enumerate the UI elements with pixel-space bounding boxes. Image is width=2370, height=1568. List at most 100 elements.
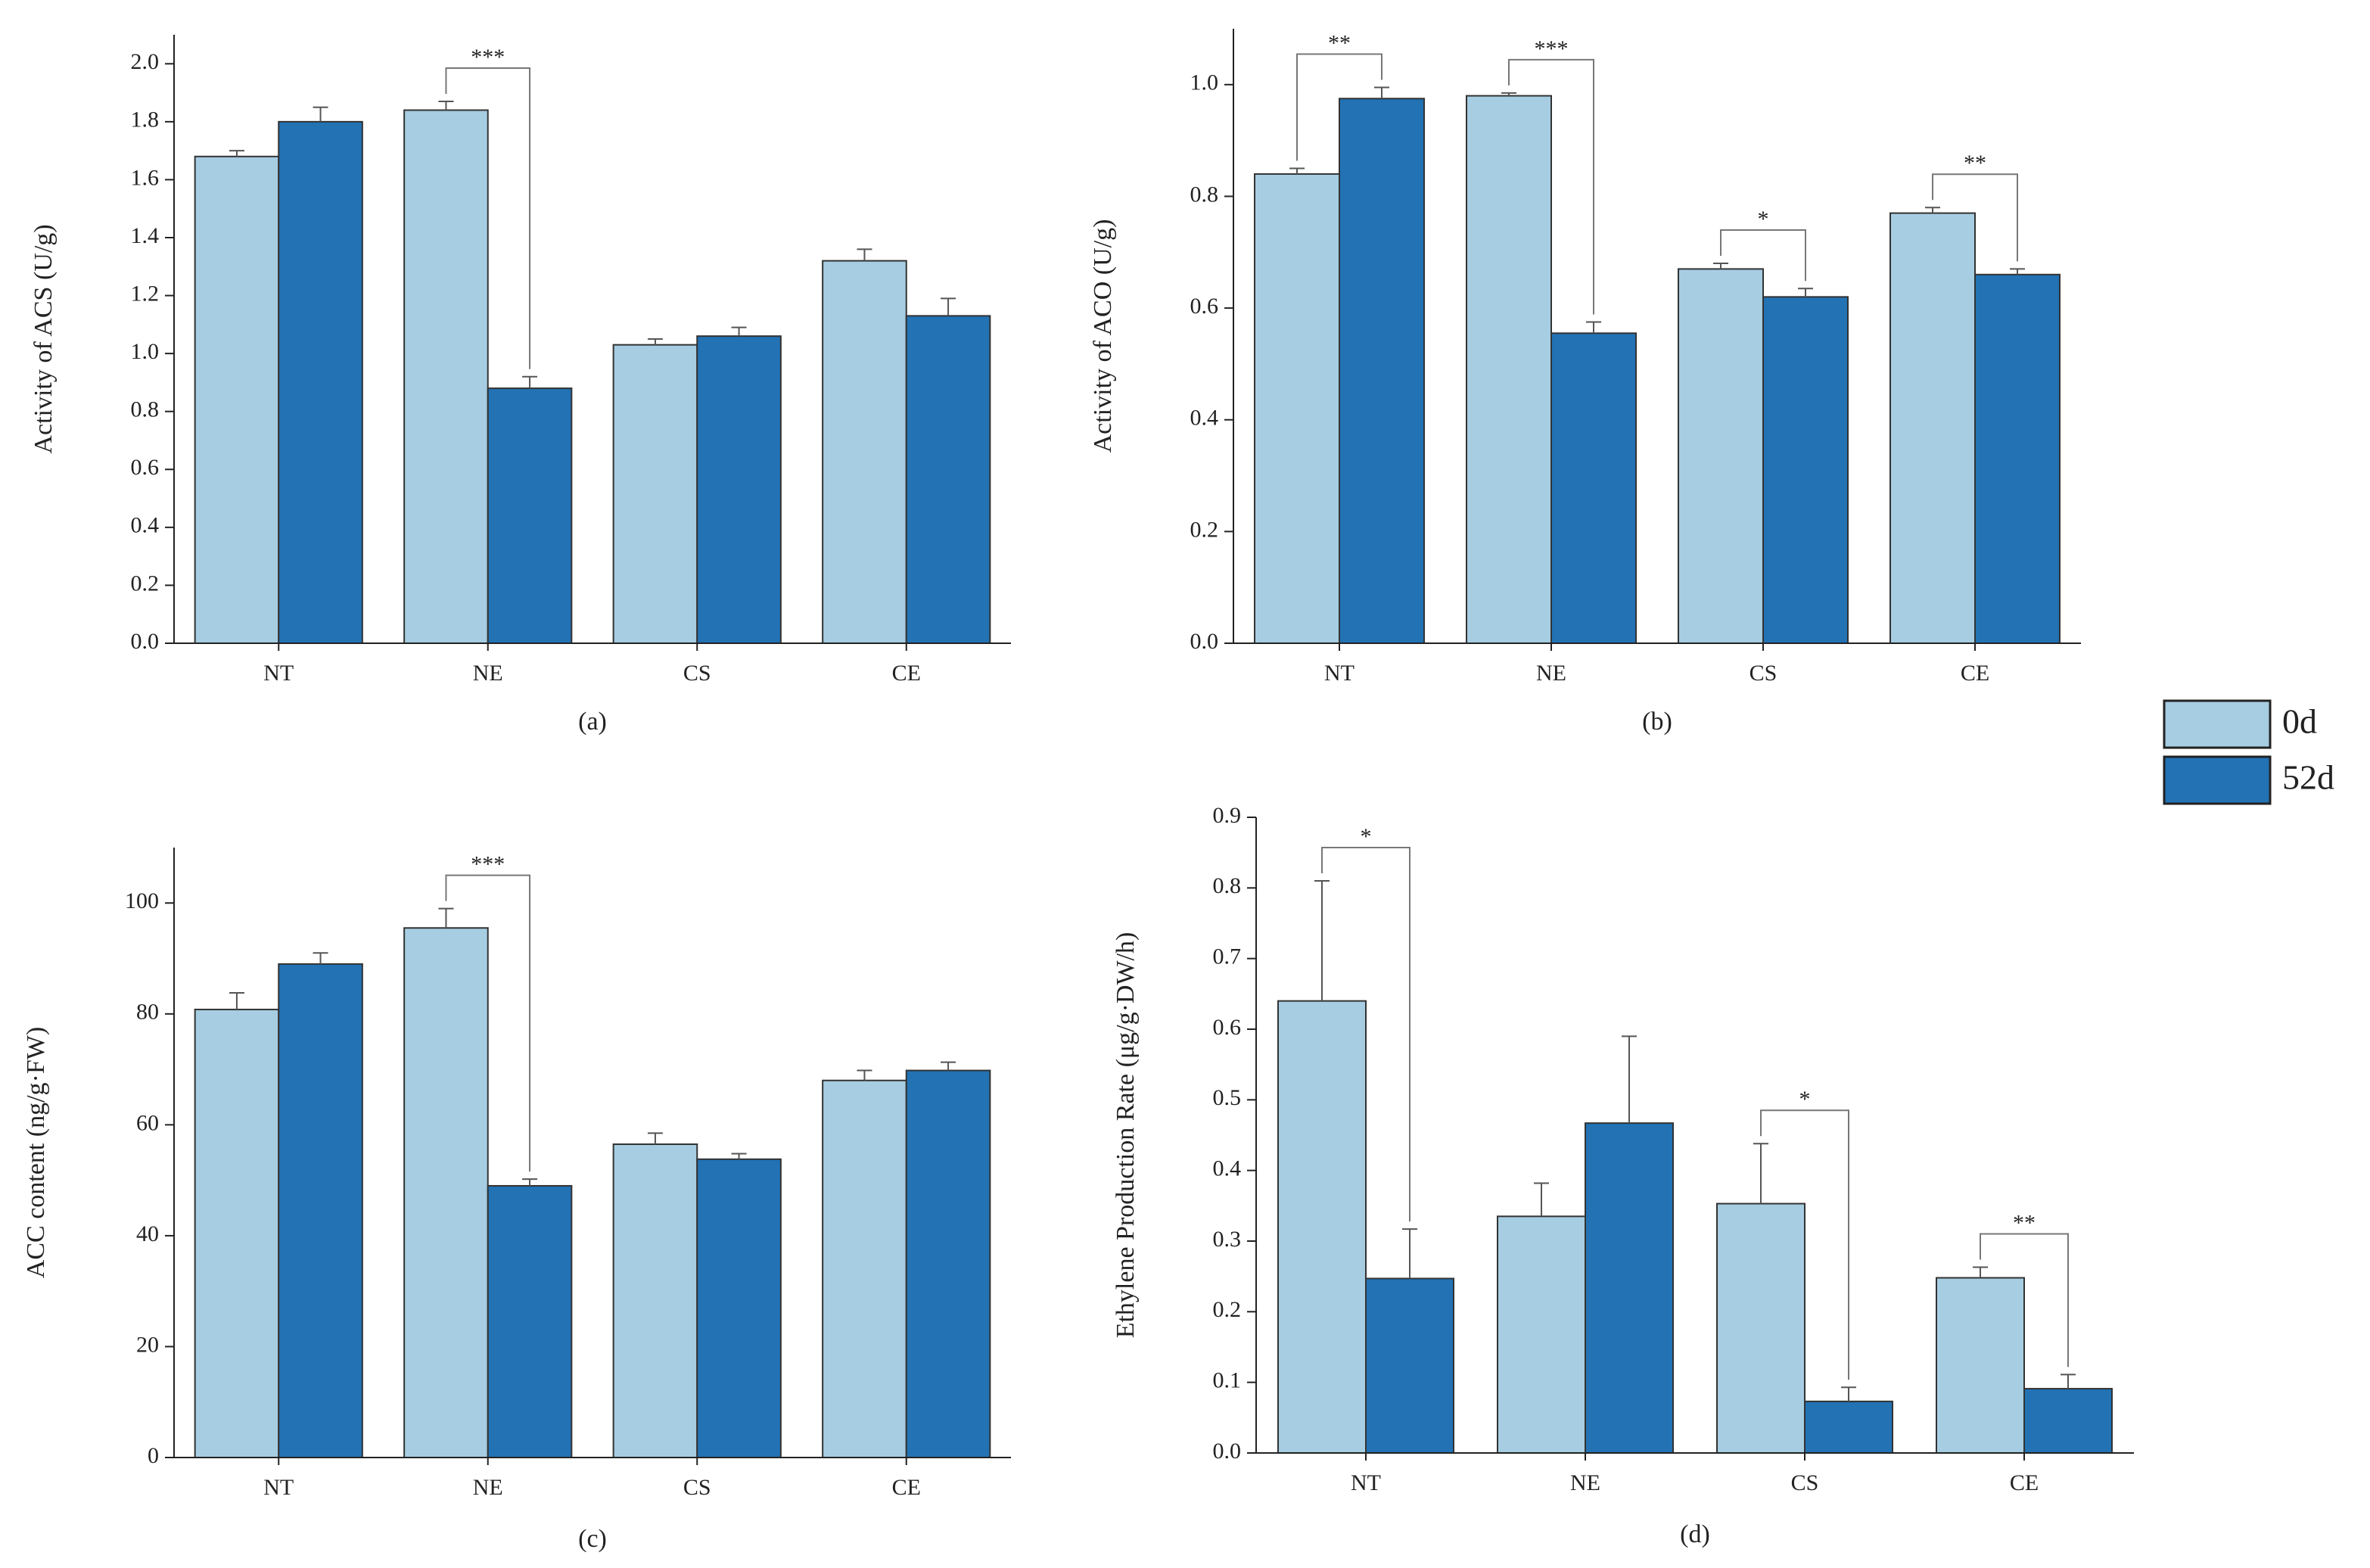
panel-caption: (c) (578, 1525, 607, 1553)
y-tick-label: 0.2 (1190, 517, 1219, 542)
panel-caption: (d) (1680, 1520, 1710, 1548)
significance-label: ** (1964, 151, 1986, 176)
significance-label: * (1799, 1087, 1811, 1112)
bar (278, 963, 363, 1458)
bar (696, 335, 782, 644)
significance-label: *** (1535, 36, 1569, 61)
bar (905, 315, 991, 644)
bar (1585, 1122, 1674, 1454)
y-tick-label: 20 (136, 1332, 159, 1357)
y-axis-label: Activity of ACS (U/g) (30, 224, 58, 453)
x-tick-label: NT (1324, 661, 1355, 686)
y-tick-label: 0.8 (1190, 182, 1219, 207)
y-tick-label: 1.2 (131, 281, 160, 306)
y-tick-label: 0.0 (1213, 1439, 1242, 1464)
y-axis-label: Activity of ACO (U/g) (1089, 219, 1117, 453)
y-tick-label: 0.6 (1213, 1015, 1242, 1040)
bar (1889, 212, 1976, 645)
y-tick-label: 0.6 (1190, 294, 1219, 319)
bar (403, 109, 489, 645)
x-tick-label: CE (892, 1475, 921, 1500)
significance-bracket (1932, 173, 2018, 262)
bar (696, 1158, 782, 1458)
bar (487, 387, 573, 644)
bar (194, 1008, 280, 1459)
y-tick-label: 0.4 (1213, 1156, 1242, 1181)
x-tick-label: NT (1351, 1470, 1381, 1495)
significance-bracket (445, 67, 531, 369)
x-tick-label: CS (683, 1475, 711, 1500)
significance-bracket (1321, 847, 1410, 1222)
panel-caption: (b) (1642, 708, 1672, 736)
y-tick-label: 80 (136, 1000, 159, 1025)
significance-bracket (1980, 1233, 2069, 1367)
bar (1936, 1277, 2025, 1454)
y-tick-label: 0.3 (1213, 1227, 1242, 1252)
x-tick-label: CS (683, 661, 711, 686)
x-tick-label: CE (1961, 661, 1989, 686)
significance-label: * (1361, 824, 1372, 849)
bar (1466, 95, 1552, 644)
x-tick-label: CS (1750, 661, 1777, 686)
y-tick-label: 0.7 (1213, 944, 1242, 969)
legend-label: 0d (2282, 702, 2317, 741)
x-tick-label: CS (1791, 1470, 1819, 1495)
y-tick-label: 0.0 (1190, 629, 1219, 654)
bar (612, 344, 698, 644)
significance-bracket (1760, 1109, 1849, 1380)
significance-bracket (445, 874, 531, 1172)
bar (612, 1143, 698, 1458)
bar (2023, 1388, 2113, 1454)
y-tick-label: 0.9 (1213, 803, 1242, 828)
x-tick-label: NT (263, 661, 294, 686)
bar (1550, 332, 1637, 644)
y-tick-label: 0.8 (131, 397, 160, 422)
x-tick-label: NE (1570, 1470, 1600, 1495)
x-tick-label: NT (263, 1475, 294, 1500)
y-tick-label: 40 (136, 1221, 159, 1246)
y-tick-label: 1.4 (131, 223, 160, 248)
y-tick-label: 2.0 (131, 49, 160, 74)
bar (822, 260, 907, 644)
bar (822, 1079, 907, 1459)
legend-label: 52d (2282, 758, 2334, 797)
significance-label: *** (471, 851, 505, 876)
y-tick-label: 0.2 (131, 571, 160, 596)
x-tick-label: NE (473, 661, 503, 686)
bar (487, 1184, 573, 1458)
significance-bracket (1508, 58, 1594, 315)
y-tick-label: 0.4 (1190, 406, 1219, 431)
bar (1254, 173, 1340, 645)
bar (1762, 296, 1849, 644)
x-tick-label: NE (473, 1475, 503, 1500)
bar (1974, 273, 2061, 644)
y-tick-label: 100 (125, 888, 159, 913)
y-tick-label: 0.5 (1213, 1085, 1242, 1110)
significance-label: ** (1328, 30, 1351, 55)
bar (1497, 1215, 1586, 1454)
y-tick-label: 1.0 (1190, 70, 1219, 95)
y-axis-label: ACC content (ng/g·FW) (22, 1027, 50, 1278)
bar (1277, 1000, 1367, 1454)
significance-label: * (1758, 207, 1769, 232)
y-tick-label: 0.0 (131, 629, 160, 654)
significance-label: ** (2013, 1210, 2036, 1235)
bar (1678, 268, 1764, 644)
significance-bracket (1720, 229, 1806, 282)
bar (1804, 1400, 1893, 1454)
y-tick-label: 0 (148, 1443, 159, 1468)
y-tick-label: 60 (136, 1110, 159, 1135)
y-tick-label: 0.8 (1213, 873, 1242, 898)
y-tick-label: 0.1 (1213, 1368, 1242, 1393)
y-tick-label: 0.4 (131, 513, 160, 538)
y-tick-label: 0.2 (1213, 1297, 1242, 1322)
significance-bracket (1296, 53, 1382, 161)
bar (278, 120, 363, 645)
bar (1365, 1277, 1454, 1454)
y-tick-label: 1.0 (131, 339, 160, 364)
x-tick-label: NE (1536, 661, 1566, 686)
bar (194, 155, 280, 645)
y-tick-label: 0.6 (131, 455, 160, 480)
bar (905, 1069, 991, 1459)
bar (1716, 1202, 1805, 1454)
